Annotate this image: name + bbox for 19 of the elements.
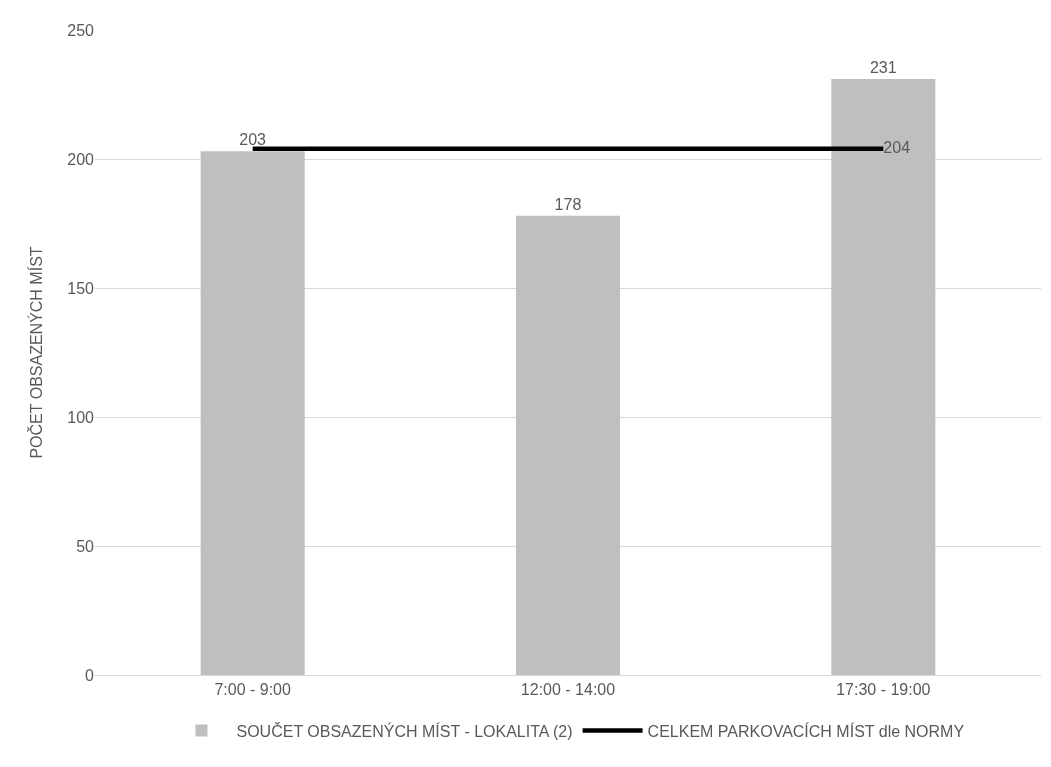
bar [831,79,936,675]
y-tick-label: 0 [85,666,95,684]
y-tick-label: 150 [67,279,95,297]
x-tick-label: 7:00 - 9:00 [214,681,292,699]
x-tick-label: 17:30 - 19:00 [836,681,931,699]
y-tick-label: 200 [67,150,95,168]
legend-label: CELKEM PARKOVACÍCH MÍST dle NORMY [647,721,965,740]
data-label: 204 [883,138,911,156]
y-tick-label: 50 [76,537,95,555]
data-label: 231 [869,59,897,77]
legend-label: SOUČET OBSAZENÝCH MÍST - LOKALITA (2) [236,721,573,740]
y-tick-label: 100 [67,408,95,426]
y-axis-title: POČET OBSAZENÝCH MÍST [27,246,46,459]
y-tick-label: 250 [67,21,95,39]
x-tick-label: 12:00 - 14:00 [520,681,616,699]
bar [200,151,305,675]
data-label: 178 [554,195,582,213]
data-label: 203 [239,131,267,149]
bar [515,215,621,675]
